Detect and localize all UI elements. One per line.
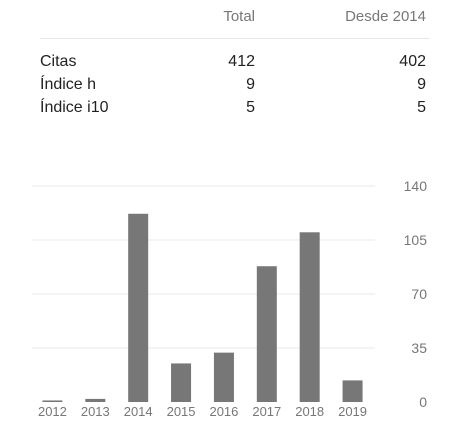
metric-total: 9: [246, 76, 255, 93]
metric-label[interactable]: Índice h: [40, 76, 97, 93]
chart-svg: 0 35 70 105 140 2012 2013 2014 2015 2016 2017 2018 2…: [32, 178, 428, 419]
x-tick-label: 2018: [295, 404, 324, 419]
column-header-since: Desde 2014: [345, 8, 426, 25]
metric-since: 9: [417, 76, 426, 93]
bar-2012[interactable]: [42, 400, 63, 402]
x-tick-label: 2014: [124, 404, 153, 419]
y-tick-label: 140: [404, 178, 428, 194]
x-tick-label: 2013: [81, 404, 110, 419]
x-tick-label: 2017: [252, 404, 281, 419]
metrics-row-i10-index: Índice i10 5 5: [40, 99, 430, 122]
metric-label[interactable]: Citas: [40, 53, 77, 70]
metrics-row-h-index: Índice h 9 9: [40, 76, 430, 99]
bar-2017[interactable]: [256, 266, 277, 402]
metric-label[interactable]: Índice i10: [40, 99, 109, 116]
bar-2014[interactable]: [128, 213, 149, 402]
bar-2019[interactable]: [342, 380, 363, 402]
x-tick-label: 2015: [167, 404, 196, 419]
y-tick-label: 105: [404, 232, 428, 248]
y-tick-label: 0: [419, 394, 427, 410]
metric-since: 5: [417, 99, 426, 116]
column-header-total: Total: [223, 8, 255, 25]
citation-metrics-table: Total Desde 2014 Citas 412 402 Índice h …: [40, 0, 430, 122]
bar-2015[interactable]: [171, 363, 192, 402]
x-tick-label: 2016: [209, 404, 238, 419]
metric-total: 5: [246, 99, 255, 116]
x-tick-label: 2019: [338, 404, 367, 419]
y-tick-label: 70: [411, 286, 427, 302]
bar-2018[interactable]: [299, 232, 320, 402]
metric-total: 412: [228, 53, 255, 70]
metrics-header: Total Desde 2014: [40, 0, 430, 39]
citations-per-year-chart: 0 35 70 105 140 2012 2013 2014 2015 2016 2017 2018 2…: [0, 170, 471, 430]
x-tick-label: 2012: [38, 404, 67, 419]
metric-since: 402: [399, 53, 426, 70]
bar-2016[interactable]: [213, 352, 234, 402]
bar-2013[interactable]: [85, 398, 106, 402]
y-tick-label: 35: [411, 340, 427, 356]
metrics-row-citations: Citas 412 402: [40, 53, 430, 76]
